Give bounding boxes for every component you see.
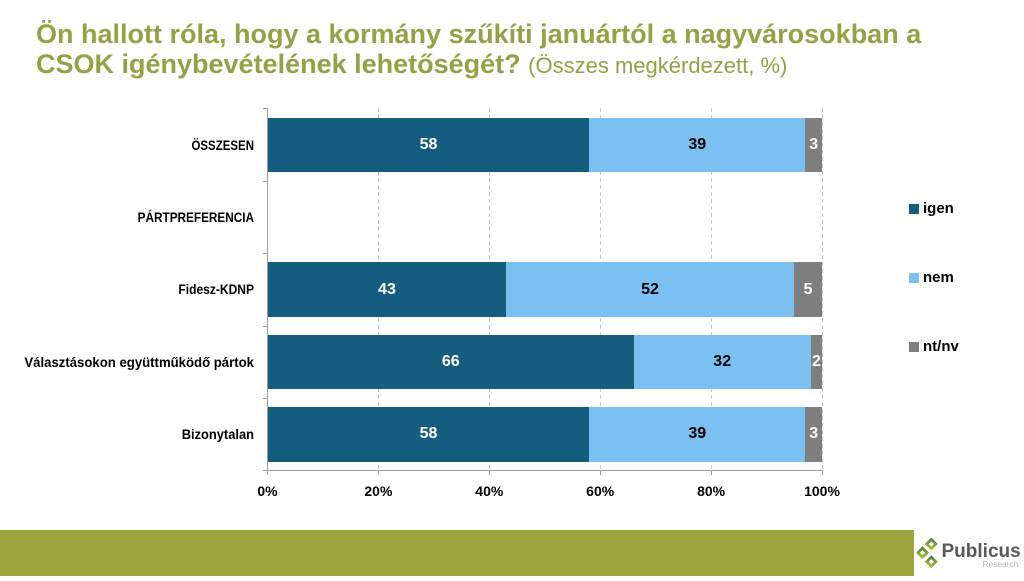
svg-text:Publicus: Publicus [941, 541, 1020, 562]
svg-text:Research: Research [982, 559, 1018, 569]
